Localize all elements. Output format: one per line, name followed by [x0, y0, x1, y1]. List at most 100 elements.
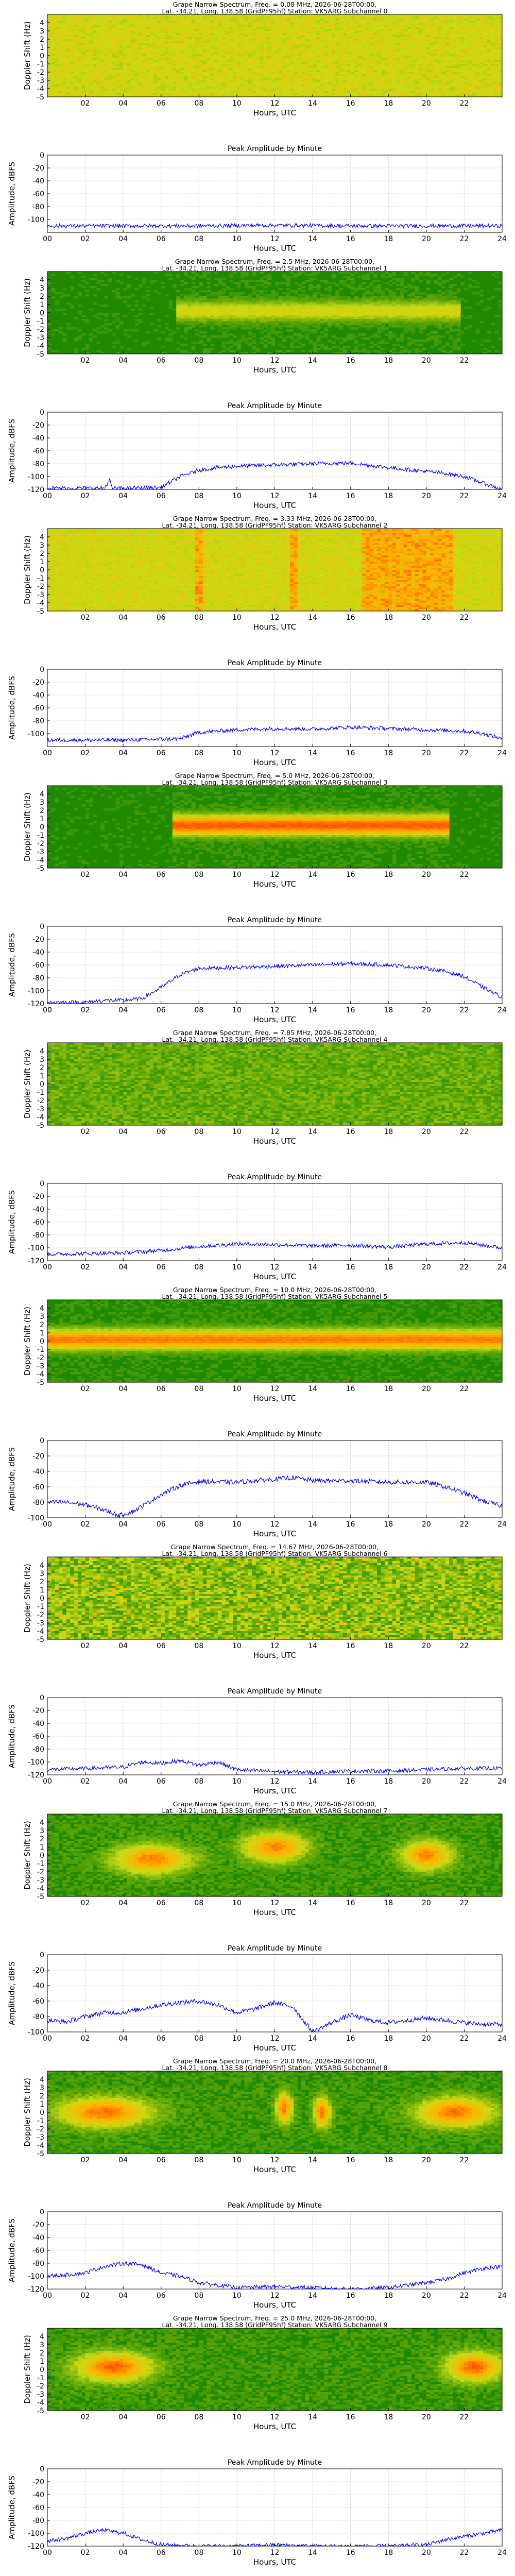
spectrogram-cell — [411, 56, 416, 58]
spectrogram-cell — [328, 89, 332, 91]
spectrogram-cell — [419, 21, 423, 23]
spectrogram-cell — [350, 27, 355, 29]
spectrogram-cell — [207, 52, 211, 54]
spectrogram-cell — [419, 66, 423, 69]
spectrogram-cell — [400, 35, 404, 38]
spectrogram-cell — [490, 45, 495, 48]
spectrogram-cell — [342, 39, 347, 42]
spectrogram-cell — [195, 74, 199, 77]
spectrogram-cell — [255, 87, 260, 89]
spectrogram-cell — [490, 72, 495, 75]
spectrogram-cell — [271, 45, 276, 48]
spectrogram-cell — [263, 68, 268, 71]
spectrogram-cell — [381, 43, 385, 46]
spectrogram-cell — [168, 93, 173, 95]
spectrogram-cell — [260, 31, 264, 33]
spectrogram-cell — [123, 58, 128, 60]
spectrogram-cell — [236, 49, 241, 52]
spectrogram-cell — [74, 317, 78, 319]
spectrogram-cell — [183, 56, 188, 58]
spectrogram-cell — [354, 64, 358, 66]
spectrogram-cell — [381, 62, 385, 64]
spectrogram-cell — [434, 84, 438, 87]
spectrogram-cell — [153, 95, 158, 97]
spectrogram-cell — [130, 49, 135, 52]
spectrogram-cell — [369, 31, 374, 33]
spectrogram-cell — [47, 62, 52, 64]
spectrogram-cell — [157, 25, 162, 27]
spectrogram-cell — [172, 68, 177, 71]
amplitude-line — [47, 222, 503, 229]
spectrogram-cell — [445, 52, 450, 54]
spectrogram-cell — [426, 80, 431, 83]
spectrogram-cell — [426, 56, 431, 58]
spectrogram-cell — [244, 19, 249, 21]
spectrogram-cell — [187, 87, 192, 89]
spectrogram-cell — [100, 56, 105, 58]
spectrogram-cell — [202, 91, 207, 93]
spectrogram-cell — [456, 72, 461, 75]
spectrogram-cell — [172, 95, 177, 97]
spectrogram-cell — [180, 80, 184, 83]
spectrogram-cell — [294, 54, 298, 56]
spectrogram-cell — [384, 47, 389, 50]
spectrogram-cell — [498, 74, 503, 77]
spectrogram-cell — [342, 43, 347, 46]
spectrogram-cell — [294, 37, 298, 40]
spectrogram-cell — [453, 68, 457, 71]
spectrogram-cell — [149, 41, 154, 44]
spectrogram-cell — [85, 93, 90, 95]
spectrogram-cell — [366, 23, 370, 25]
spectrogram-cell — [422, 14, 427, 17]
spectrogram-cell — [168, 76, 173, 79]
spectrogram-cell — [47, 309, 52, 311]
spectrogram-cell — [294, 95, 298, 97]
spectrogram-cell — [51, 45, 56, 48]
spectrogram-cell — [202, 68, 207, 71]
spectrogram-cell — [199, 47, 203, 50]
spectrogram-cell — [350, 33, 355, 36]
spectrogram-cell — [468, 35, 472, 38]
spectrogram-cell — [490, 35, 495, 38]
spectrogram-cell — [225, 72, 230, 75]
spectrogram-cell — [313, 76, 317, 79]
spectrogram-cell — [100, 62, 105, 64]
spectrogram-cell — [236, 19, 241, 21]
spectrogram-cell — [229, 91, 234, 93]
spectrogram-cell — [168, 31, 173, 33]
spectrogram-cell — [195, 39, 199, 42]
spectrogram-cell — [195, 45, 199, 48]
spectrogram-cell — [153, 80, 158, 83]
spectrogram-cell — [366, 27, 370, 29]
spectrogram-cell — [313, 52, 317, 54]
spectrogram-cell — [236, 16, 241, 19]
spectrogram-cell — [460, 91, 465, 93]
spectrogram-cell — [377, 58, 382, 60]
spectrogram-cell — [358, 27, 363, 29]
x-tick-label: 10 — [232, 235, 242, 243]
spectrogram-cell — [358, 70, 363, 73]
spectrogram-cell — [445, 89, 450, 91]
spectrogram-cell — [183, 37, 188, 40]
spectrogram-cell — [468, 72, 472, 75]
spectrogram-cell — [362, 91, 366, 93]
spectrogram-cell — [456, 49, 461, 52]
spectrogram-cell — [392, 60, 397, 62]
spectrogram-cell — [422, 56, 427, 58]
spectrogram-cell — [138, 27, 143, 29]
spectrogram-cell — [221, 39, 226, 42]
spectrogram-cell — [475, 27, 480, 29]
spectrogram-cell — [328, 78, 332, 81]
spectrogram-cell — [282, 14, 287, 17]
spectrogram-cell — [260, 16, 264, 19]
spectrogram-cell — [274, 84, 279, 87]
spectrogram-cell — [328, 16, 332, 19]
spectrogram-cell — [271, 43, 276, 46]
spectrogram-cell — [441, 39, 446, 42]
spectrogram-cell — [479, 21, 484, 23]
spectrogram-cell — [308, 91, 313, 93]
spectrogram-cell — [362, 84, 366, 87]
spectrogram-cell — [468, 25, 472, 27]
spectrogram-cell — [487, 27, 491, 29]
spectrogram-cell — [498, 93, 503, 95]
